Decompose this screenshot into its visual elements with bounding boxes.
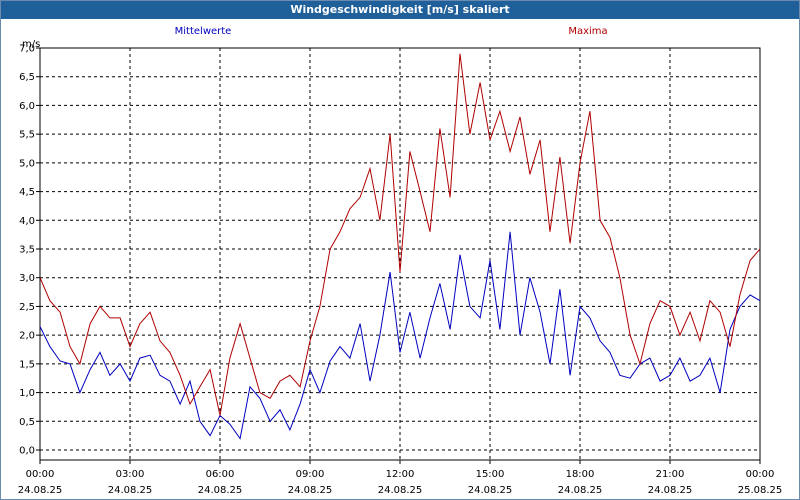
y-tick-label: 0,0 (19, 446, 35, 457)
legend-maxima: Maxima (568, 26, 607, 37)
legend: Mittelwerte Maxima (175, 26, 608, 37)
x-tick-time: 18:00 (566, 469, 595, 480)
y-tick-label: 2,0 (19, 331, 35, 342)
x-tick-date: 24.08.25 (648, 485, 693, 496)
y-tick-label: 1,5 (19, 359, 35, 370)
y-tick-label: 3,5 (19, 245, 35, 256)
y-tick-label: 4,5 (19, 187, 35, 198)
series-layer (39, 53, 761, 440)
x-tick-time: 06:00 (206, 469, 235, 480)
y-tick-label: 3,0 (19, 273, 35, 284)
x-tick-date: 24.08.25 (378, 485, 423, 496)
x-tick-date: 24.08.25 (18, 485, 63, 496)
y-tick-label: 0,5 (19, 417, 35, 428)
y-tick-label: 5,0 (19, 158, 35, 169)
x-tick-time: 15:00 (476, 469, 505, 480)
x-tick-date: 24.08.25 (558, 485, 603, 496)
x-tick-time: 00:00 (746, 469, 775, 480)
y-tick-label: 5,5 (19, 130, 35, 141)
legend-mittelwerte: Mittelwerte (175, 26, 232, 37)
y-tick-label: 1,0 (19, 388, 35, 399)
x-tick-time: 03:00 (116, 469, 145, 480)
y-axis-label: m/s (22, 39, 40, 50)
y-tick-label: 4,0 (19, 216, 35, 227)
x-axis: 00:00 24.08.25 03:00 24.08.25 06:00 24.08.25 0… (18, 460, 783, 496)
x-tick-date: 24.08.25 (198, 485, 243, 496)
grid (40, 47, 760, 460)
y-tick-label: 6,5 (19, 72, 35, 83)
y-tick-label: 2,5 (19, 302, 35, 313)
y-tick-label: 6,0 (19, 101, 35, 112)
x-tick-time: 21:00 (656, 469, 685, 480)
y-axis: 0,0 0,5 1,0 1,5 2,0 2,5 3,0 3,5 4,0 4,5 5,0 5,5 6,0 6… (19, 44, 40, 457)
x-tick-time: 09:00 (296, 469, 325, 480)
chart-title: Windgeschwindigkeit [m/s] skaliert (1, 1, 799, 19)
x-tick-date: 24.08.25 (468, 485, 513, 496)
x-tick-time: 12:00 (386, 469, 415, 480)
x-tick-date: 25.08.25 (738, 485, 783, 496)
x-tick-time: 00:00 (26, 469, 55, 480)
x-tick-date: 24.08.25 (108, 485, 153, 496)
x-tick-date: 24.08.25 (288, 485, 333, 496)
y-tick-label: 7,0 (19, 44, 35, 55)
series-line-maxima (39, 53, 761, 416)
